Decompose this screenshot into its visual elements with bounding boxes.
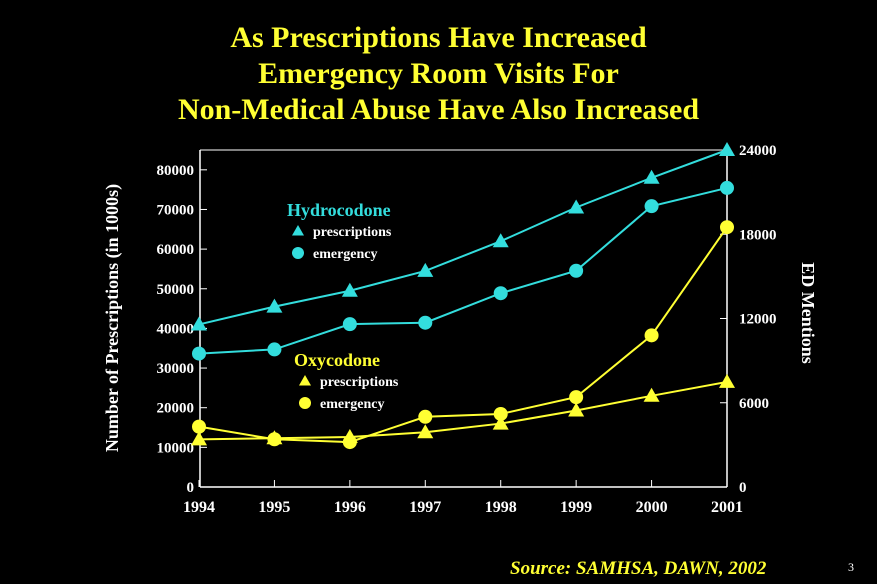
legend-triangle-icon (299, 375, 311, 386)
x-tick-label: 1994 (183, 499, 215, 516)
x-tick-label: 1996 (334, 499, 366, 516)
series-1-triangle-point (568, 199, 585, 214)
series-line-3 (198, 380, 728, 441)
series-line-4 (198, 226, 728, 444)
series-2-circle-point (569, 263, 584, 278)
source-note: Source: SAMHSA, DAWN, 2002 (510, 558, 767, 579)
series-2-circle-point (192, 346, 206, 361)
series-markers (191, 142, 735, 450)
y-right-tick-label: 6000 (739, 396, 769, 412)
series-1-triangle-point (266, 298, 283, 313)
series-line-1 (198, 149, 728, 326)
series-1-triangle-point (341, 282, 358, 297)
y-left-tick-label: 60000 (157, 242, 195, 258)
x-tick-label: 1999 (560, 499, 592, 516)
chart-title: As Prescriptions Have Increased Emergenc… (0, 20, 877, 128)
y-left-tick-label: 70000 (157, 202, 195, 218)
y-axis-right-title: ED Mentions (798, 262, 818, 364)
x-tick-label: 2000 (636, 499, 668, 516)
y-left-tick-label: 50000 (157, 282, 195, 298)
series-1-triangle-point (417, 262, 434, 277)
series-4-circle-point (267, 432, 282, 447)
x-tick-label: 1997 (409, 499, 441, 516)
legend-circle-icon (292, 247, 304, 259)
title-line-2: Emergency Room Visits For (258, 57, 619, 90)
series-4-circle-point (569, 390, 584, 405)
x-tick-label: 1998 (485, 499, 517, 516)
series-3-triangle-point (417, 424, 434, 439)
axes: 0100002000030000400005000060000700008000… (102, 143, 818, 516)
series-4-circle-point (493, 406, 508, 421)
series-1-triangle-point (191, 316, 207, 331)
y-right-tick-label: 24000 (739, 143, 777, 159)
series-1-triangle-point (492, 233, 509, 248)
legend-item-label: emergency (320, 397, 385, 412)
legend-item-label: prescriptions (313, 225, 392, 240)
series-4-circle-point (192, 419, 206, 434)
y-axis-left-title: Number of Prescriptions (in 1000s) (102, 184, 123, 452)
title-line-3: Non-Medical Abuse Have Also Increased (177, 93, 700, 126)
y-left-tick-label: 40000 (157, 321, 195, 337)
series-2-circle-point (493, 286, 508, 301)
series-2-circle-point (644, 199, 659, 214)
y-right-tick-label: 0 (739, 480, 747, 496)
legend-triangle-icon (292, 225, 304, 236)
page-number: 3 (848, 560, 854, 574)
title-line-1: As Prescriptions Have Increased (230, 21, 647, 54)
series-2-circle-point (418, 315, 433, 330)
series-3-triangle-point (719, 373, 735, 388)
x-tick-label: 1995 (258, 499, 290, 516)
y-left-tick-label: 10000 (157, 440, 195, 456)
series-3-triangle-point (643, 387, 660, 402)
series-4-circle-point (644, 328, 659, 343)
series-3-triangle-point (191, 431, 207, 446)
legend: Hydrocodone prescriptions emergency Oxycodo… (287, 200, 399, 412)
series-1-triangle-point (643, 169, 660, 184)
series-lines (198, 149, 728, 444)
series-2-circle-point (720, 180, 734, 195)
legend-item-label: emergency (313, 247, 378, 262)
series-2-circle-point (267, 342, 282, 357)
y-left-tick-label: 30000 (157, 361, 195, 377)
series-2-circle-point (342, 317, 357, 332)
y-left-tick-label: 0 (187, 480, 195, 496)
legend-circle-icon (299, 397, 311, 409)
legend-title-hydrocodone: Hydrocodone (287, 200, 391, 220)
series-3-triangle-point (568, 402, 585, 417)
y-right-tick-label: 18000 (739, 227, 777, 243)
y-left-tick-label: 80000 (157, 163, 195, 179)
x-tick-label: 2001 (711, 499, 743, 516)
y-right-tick-label: 12000 (739, 312, 777, 328)
y-left-tick-label: 20000 (157, 401, 195, 417)
legend-title-oxycodone: Oxycodone (294, 350, 380, 370)
series-4-circle-point (342, 435, 357, 450)
series-1-triangle-point (719, 142, 735, 156)
series-line-2 (198, 186, 728, 355)
series-4-circle-point (720, 220, 734, 235)
legend-item-label: prescriptions (320, 375, 399, 390)
series-4-circle-point (418, 409, 433, 424)
series-3-triangle-point (492, 415, 509, 430)
